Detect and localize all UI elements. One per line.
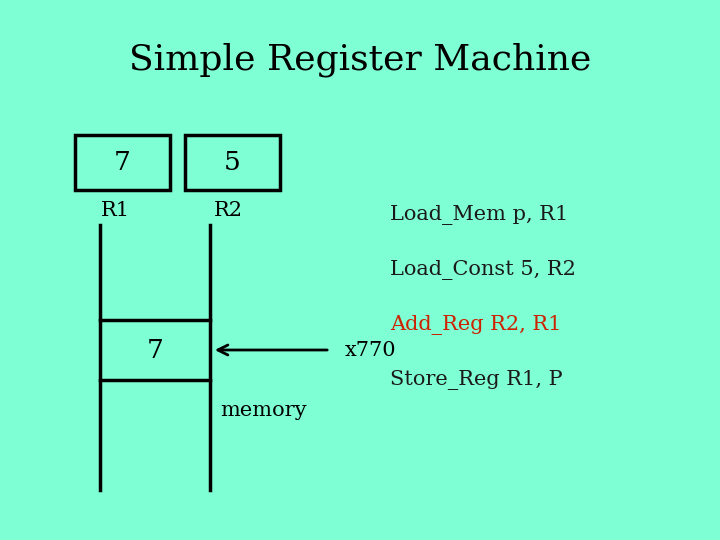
Text: Load_Const 5, R2: Load_Const 5, R2 [390,260,576,280]
Text: Add_Reg R2, R1: Add_Reg R2, R1 [390,315,562,335]
Text: R2: R2 [214,200,243,219]
Text: Store_Reg R1, P: Store_Reg R1, P [390,370,562,390]
Bar [75,135,170,190]
Text: Simple Register Machine: Simple Register Machine [129,43,591,77]
Text: Load_Mem p, R1: Load_Mem p, R1 [390,205,568,225]
Text: 7: 7 [147,338,163,362]
Text: R1: R1 [100,200,130,219]
Text: memory: memory [220,401,307,420]
Text: 5: 5 [224,150,241,175]
Bar [185,135,280,190]
Text: x770: x770 [345,341,397,360]
Text: 7: 7 [114,150,131,175]
